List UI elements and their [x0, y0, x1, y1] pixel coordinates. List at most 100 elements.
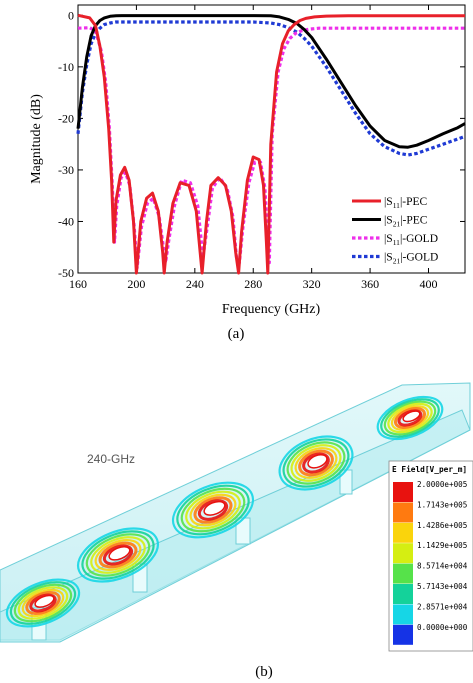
field-contour: [387, 402, 433, 434]
legend-entry-main: |S: [384, 252, 393, 264]
field-contour: [278, 435, 354, 491]
panel-a-caption: (a): [228, 326, 245, 342]
field-contour: [5, 578, 81, 628]
series-line-3: [77, 26, 465, 270]
legend-title: E Field[V_per_m]: [392, 465, 467, 474]
legend-entry: |S11|-PEC: [384, 196, 427, 210]
legend-entry: |S21|-GOLD: [384, 252, 438, 266]
field-contour: [376, 395, 444, 441]
field-contour: [21, 588, 65, 618]
field-contour: [94, 539, 142, 571]
scale-label: 8.5714e+004: [417, 562, 468, 571]
y-tick-label: -50: [58, 266, 74, 280]
scale-swatch: [393, 563, 413, 584]
legend-entry-subscript: 11: [393, 238, 400, 247]
field-contour: [29, 593, 57, 613]
field-contour: [294, 447, 338, 479]
field-contour: [176, 484, 250, 536]
field-contour: [298, 449, 334, 477]
cavity-field-1: [5, 578, 81, 628]
field-contour: [286, 441, 346, 485]
legend-entry-tail: |-GOLD: [400, 252, 438, 264]
field-contour: [98, 541, 138, 569]
field-contour: [290, 444, 342, 482]
resonator-cavities: [5, 395, 444, 628]
scale-swatch: [393, 624, 413, 645]
s-parameter-chart: 160 200 240 280 320 360 400 0 -10 -20 -30 -40 -50 Ma…: [29, 4, 466, 317]
field-contour: [397, 409, 423, 427]
cavity-core: [108, 546, 131, 561]
cavity-core: [307, 454, 328, 469]
field-contour: [302, 452, 330, 474]
y-tick-label: -10: [58, 60, 74, 74]
scale-label: 0.0000e+000: [417, 623, 468, 632]
legend-entry: |S11|-GOLD: [384, 233, 438, 247]
field-contour: [171, 481, 255, 539]
legend-entry-main: |S: [384, 196, 393, 208]
scale-label: 1.4286e+005: [417, 521, 467, 530]
y-axis-label: Magnitude (dB): [29, 94, 44, 184]
field-contour: [393, 407, 427, 429]
legend-entry-subscript: 21: [393, 220, 401, 229]
y-tick-label: -30: [58, 163, 74, 177]
field-contour: [390, 405, 430, 431]
x-tick-label: 320: [303, 277, 321, 291]
cavity-core: [203, 500, 226, 516]
field-contour: [90, 536, 146, 574]
scale-swatch: [393, 522, 413, 543]
cavity-field-5: [376, 395, 444, 441]
field-contour: [25, 590, 61, 616]
frequency-label: 240-GHz: [87, 452, 135, 466]
series-line-1: [77, 13, 465, 275]
cavity-field-2: [77, 527, 159, 583]
field-contour: [81, 530, 155, 580]
legend-entry-subscript: 11: [393, 201, 400, 210]
field-contour: [185, 490, 241, 530]
scale-label: 1.1429e+005: [417, 541, 467, 550]
legend-entry-subscript: 21: [393, 257, 401, 266]
x-tick-label: 280: [244, 277, 262, 291]
legend-entry-tail: |-PEC: [400, 215, 428, 227]
field-contour: [180, 487, 246, 533]
field-contour: [102, 544, 134, 566]
legend-entry: |S21|-PEC: [384, 215, 428, 229]
x-tick-label: 200: [127, 277, 145, 291]
x-tick-label: 160: [69, 277, 87, 291]
series-line-2: [76, 14, 466, 149]
field-contour: [380, 398, 440, 438]
field-contour: [77, 527, 159, 583]
panel-b-caption: (b): [255, 664, 273, 680]
field-contour: [197, 499, 229, 521]
y-tick-label: -20: [58, 111, 74, 125]
e-field-3d-render: 240-GHz E Field[V_per_m] 2.0000e+005 1.71…: [0, 382, 473, 652]
field-contour: [383, 400, 437, 436]
legend-entry-main: |S: [384, 215, 393, 227]
y-tick-label: 0: [68, 8, 74, 22]
legend-entry-tail: |-GOLD: [400, 233, 438, 245]
series-line-4: [76, 20, 466, 157]
field-contour: [85, 533, 151, 577]
scale-swatch: [393, 482, 413, 502]
legend-entry-tail: |-PEC: [400, 196, 428, 208]
field-contour: [17, 586, 69, 620]
legend-entry-main: |S: [384, 233, 393, 245]
scale-label: 1.7143e+005: [417, 500, 467, 509]
field-contour: [13, 583, 73, 623]
field-contour: [282, 438, 350, 488]
x-tick-label: 240: [186, 277, 204, 291]
scale-swatch: [393, 502, 413, 523]
color-scale: 2.0000e+005 1.7143e+005 1.4286e+005 1.1429e…: [393, 480, 468, 645]
data-series: [76, 13, 466, 275]
cavity-core: [34, 594, 55, 608]
axis-ticks: 160 200 240 280 320 360 400 0 -10 -20 -30 -40 -50: [58, 5, 465, 291]
chart-legend: |S11|-PEC|S21|-PEC|S11|-GOLD|S21|-GOLD: [352, 196, 438, 266]
scale-swatch: [393, 584, 413, 604]
field-contour: [189, 493, 237, 527]
x-tick-label: 360: [361, 277, 379, 291]
cavity-field-3: [171, 481, 255, 539]
cavity-core: [402, 410, 421, 423]
x-tick-label: 400: [419, 277, 437, 291]
cavity-field-4: [278, 435, 354, 491]
x-axis-label: Frequency (GHz): [222, 302, 321, 317]
field-contour: [9, 581, 77, 625]
